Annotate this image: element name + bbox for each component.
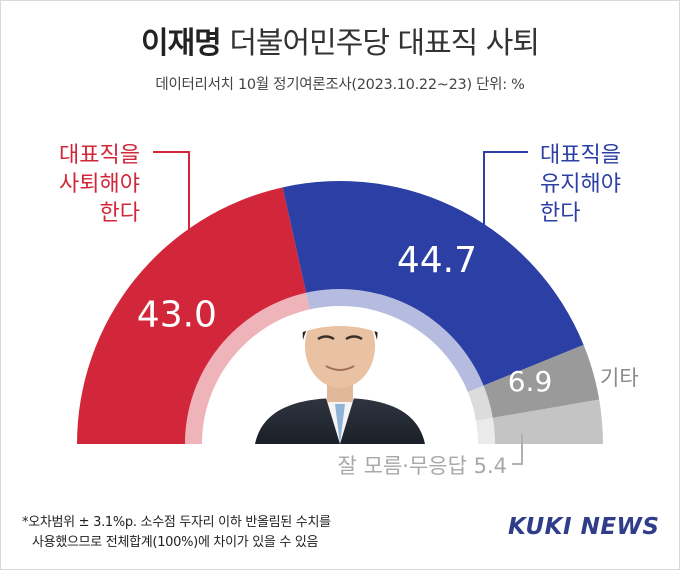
category-label-1-line-1: 유지해야 [540, 172, 621, 197]
inner-ring-1 [306, 289, 484, 392]
leader-line-0 [153, 151, 190, 232]
value-label-2: 6.9 [508, 365, 553, 398]
value-label-0: 43.0 [137, 294, 217, 335]
kuki-news-logo: KUKI NEWS [508, 514, 660, 540]
footnote: *오차범위 ± 3.1%p. 소수점 두자리 이하 반올림된 수치를 사용했으므… [22, 513, 331, 553]
title-name: 이재명 [140, 26, 222, 61]
category-label-0-line-2: 한다 [100, 201, 140, 226]
chart-title: 이재명 더불어민주당 대표직 사퇴 [0, 18, 680, 62]
category-label-1-line-0: 대표직을 [540, 143, 621, 168]
category-label-2: 기타 [600, 366, 639, 390]
value-label-1: 44.7 [397, 240, 477, 281]
footnote-line-1: *오차범위 ± 3.1%p. 소수점 두자리 이하 반올림된 수치를 [22, 515, 331, 530]
leader-line-3 [512, 434, 523, 465]
category-label-0-line-0: 대표직을 [59, 143, 140, 168]
segment-1 [282, 181, 584, 386]
title-rest: 더불어민주당 대표직 사퇴 [229, 26, 540, 61]
category-label-0-line-1: 사퇴해야 [59, 172, 140, 197]
category-label-3: 잘 모름·무응답 5.4 [338, 454, 507, 478]
segment-3 [492, 399, 603, 444]
footnote-line-2: 사용했으므로 전체합계(100%)에 차이가 있을 수 있음 [32, 535, 319, 550]
leader-line-1 [483, 151, 528, 232]
inner-ring-0 [185, 292, 310, 444]
inner-ring-3 [476, 417, 495, 444]
inner-ring-2 [467, 385, 493, 421]
segment-0 [77, 187, 307, 444]
category-label-1-line-2: 한다 [540, 201, 580, 226]
chart-subtitle: 데이터리서치 10월 정기여론조사(2023.10.22~23) 단위: % [155, 77, 525, 93]
segment-2 [483, 344, 600, 418]
